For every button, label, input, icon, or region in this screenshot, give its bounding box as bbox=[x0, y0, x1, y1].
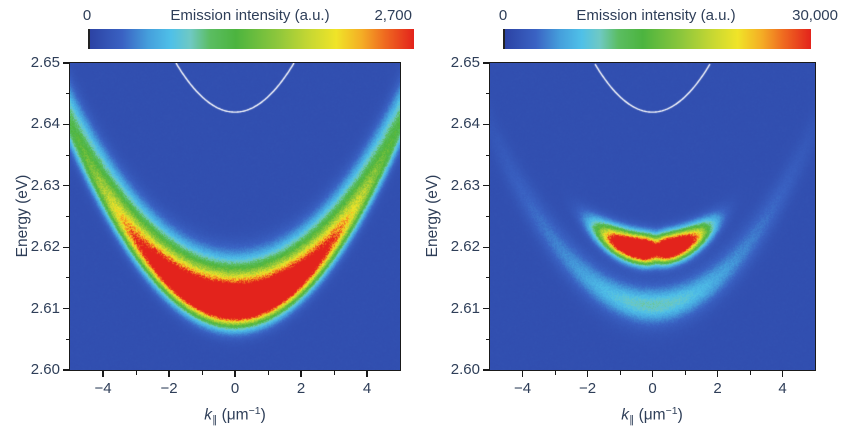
y-tick bbox=[63, 62, 69, 64]
y-tick-label: 2.63 bbox=[30, 176, 60, 194]
x-tick-label: −4 bbox=[94, 380, 112, 397]
y-tick bbox=[483, 369, 489, 371]
x-minor-tick bbox=[684, 371, 686, 375]
heatmap-canvas-right bbox=[490, 63, 815, 370]
k-unit: (μm bbox=[217, 406, 249, 424]
y-tick-label: 2.60 bbox=[30, 361, 60, 378]
y-tick bbox=[483, 246, 489, 248]
colorbar-min-label: 0 bbox=[82, 7, 92, 24]
heatmap-plot-left: Energy (eV) k∥ (μm−1) −4 −2 0 2 4 2.60 2.61 2.6… bbox=[14, 54, 401, 426]
y-minor-tick bbox=[485, 338, 489, 340]
x-tick bbox=[168, 371, 170, 377]
x-minor-tick bbox=[554, 371, 556, 375]
k-unit: (μm bbox=[634, 406, 666, 424]
x-tick-label: 4 bbox=[362, 380, 372, 397]
x-tick-label: −2 bbox=[160, 380, 178, 397]
colorbar-min-label: 0 bbox=[498, 7, 508, 24]
y-tick-label: 2.65 bbox=[30, 54, 60, 71]
x-tick-label: −2 bbox=[578, 380, 597, 397]
x-tick-label: 0 bbox=[230, 380, 240, 397]
y-tick-label: 2.62 bbox=[450, 238, 480, 256]
colorbar-gradient bbox=[88, 29, 414, 49]
heatmap-canvas-left bbox=[70, 63, 400, 370]
y-tick-label: 2.61 bbox=[450, 299, 480, 317]
x-tick bbox=[586, 371, 589, 377]
x-tick bbox=[300, 371, 302, 377]
y-tick-label: 2.62 bbox=[30, 238, 60, 256]
k-symbol: k bbox=[621, 406, 630, 424]
x-tick-label: 4 bbox=[778, 380, 787, 397]
x-tick bbox=[102, 371, 104, 377]
k-unit-exponent: −1 bbox=[248, 405, 261, 417]
x-tick-label: 0 bbox=[648, 380, 657, 397]
y-minor-tick bbox=[485, 93, 489, 95]
x-minor-tick bbox=[749, 371, 751, 375]
colorbar-title: Emission intensity (a.u.) bbox=[576, 7, 736, 24]
y-tick-label: 2.65 bbox=[450, 54, 480, 71]
x-tick bbox=[781, 371, 784, 377]
y-tick bbox=[483, 62, 489, 64]
x-tick-label: 2 bbox=[296, 380, 306, 397]
y-minor-tick bbox=[65, 277, 69, 279]
y-tick-label: 2.63 bbox=[450, 176, 480, 194]
x-minor-tick bbox=[201, 371, 203, 375]
y-tick bbox=[63, 123, 69, 125]
y-tick bbox=[63, 246, 69, 248]
y-tick-label: 2.64 bbox=[30, 115, 60, 133]
y-minor-tick bbox=[485, 277, 489, 279]
x-tick bbox=[651, 371, 654, 377]
x-tick bbox=[521, 371, 524, 377]
y-tick-label: 2.60 bbox=[450, 361, 480, 378]
y-minor-tick bbox=[485, 216, 489, 217]
colorbar-max-label: 2,700 bbox=[374, 7, 412, 24]
y-minor-tick bbox=[65, 338, 69, 340]
x-minor-tick bbox=[135, 371, 137, 375]
y-minor-tick bbox=[65, 216, 69, 217]
y-minor-tick bbox=[485, 154, 489, 156]
x-tick-label: 2 bbox=[713, 380, 722, 397]
colorbar-title: Emission intensity (a.u.) bbox=[170, 7, 330, 24]
x-minor-tick bbox=[267, 371, 269, 375]
y-tick bbox=[63, 308, 69, 310]
y-minor-tick bbox=[65, 154, 69, 156]
x-axis-label: k∥ (μm−1) bbox=[204, 405, 265, 426]
k-subscript: ∥ bbox=[629, 414, 635, 426]
y-tick bbox=[483, 123, 489, 125]
heatmap-plot-right: Energy (eV) k∥ (μm−1) −4 −2 0 2 4 2.60 2.61 2.6… bbox=[424, 54, 816, 426]
k-unit-exponent: −1 bbox=[665, 405, 678, 417]
y-tick bbox=[63, 369, 69, 371]
x-tick bbox=[716, 371, 719, 377]
x-minor-tick bbox=[333, 371, 335, 375]
y-tick-label: 2.61 bbox=[30, 299, 60, 317]
k-symbol: k bbox=[204, 406, 213, 424]
y-tick bbox=[483, 185, 489, 187]
k-unit-close: ) bbox=[677, 406, 683, 424]
k-subscript: ∥ bbox=[212, 414, 218, 426]
x-tick bbox=[234, 371, 236, 377]
y-tick bbox=[483, 308, 489, 310]
x-axis-label: k∥ (μm−1) bbox=[621, 405, 682, 426]
y-tick bbox=[63, 185, 69, 187]
x-tick bbox=[366, 371, 368, 377]
x-tick-label: −4 bbox=[513, 380, 532, 397]
y-tick-label: 2.64 bbox=[450, 115, 480, 133]
k-unit-close: ) bbox=[260, 406, 266, 424]
x-minor-tick bbox=[619, 371, 621, 375]
colorbar-max-label: 30,000 bbox=[792, 7, 838, 24]
y-minor-tick bbox=[65, 93, 69, 95]
colorbar-gradient bbox=[503, 29, 811, 49]
